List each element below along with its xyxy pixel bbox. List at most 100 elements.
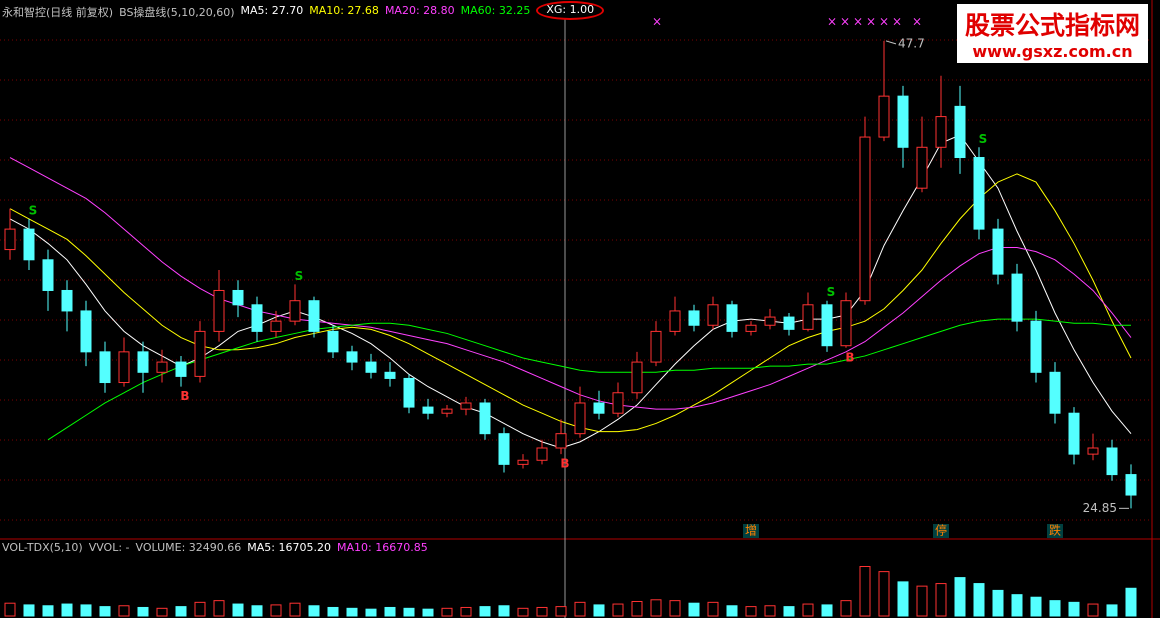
volume-bar — [346, 607, 358, 617]
volume-bar — [232, 603, 244, 617]
candle-body — [1049, 371, 1061, 414]
candle-body — [878, 95, 890, 138]
candle-body — [764, 316, 776, 326]
volume-bar — [118, 605, 130, 617]
candle-body — [327, 330, 339, 353]
volume-bar — [707, 601, 719, 617]
candle-body — [175, 361, 187, 377]
header-item: BS操盘线(5,10,20,60) — [119, 6, 235, 19]
candle-body — [156, 361, 168, 373]
candle-body — [954, 105, 966, 159]
ma-line — [9, 173, 1132, 433]
volume-bar — [688, 602, 700, 617]
xg-marker: × — [912, 15, 922, 29]
candle-body — [80, 310, 92, 353]
volume-bar — [1030, 596, 1042, 617]
candle-body — [4, 228, 16, 251]
volume-header: VOL-TDX(5,10) VVOL: - VOLUME: 32490.66 MA5:… — [2, 541, 428, 554]
volume-bar — [878, 571, 890, 617]
volume-bar — [593, 604, 605, 617]
candle-body — [23, 228, 35, 261]
volume-bar — [1125, 587, 1137, 617]
ma-line — [47, 318, 1131, 441]
header-item: MA60: 32.25 — [460, 4, 531, 17]
candle-body — [1106, 447, 1118, 476]
volume-bar — [156, 607, 168, 617]
header-item: MA5: 16705.20 — [247, 541, 331, 554]
volume-bar — [954, 577, 966, 617]
candle-body — [707, 304, 719, 326]
max-price: 47.7 — [898, 36, 925, 50]
candle-body — [365, 361, 377, 373]
header-item: VVOL: - — [88, 541, 130, 554]
xg-marker: × — [827, 15, 837, 29]
header-item: XG: 1.00 — [536, 1, 605, 20]
signal-label: S — [827, 285, 836, 299]
signal-label: B — [845, 350, 854, 364]
candle-body — [251, 304, 263, 332]
header-item: 永和智控(日线 前复权) — [2, 6, 114, 19]
label-bg — [1047, 524, 1063, 538]
volume-bar — [574, 601, 586, 617]
candle-body — [555, 433, 567, 449]
volume-bar — [270, 604, 282, 617]
label-bg — [743, 524, 759, 538]
candle-body — [137, 351, 149, 373]
volume-bar — [137, 606, 149, 617]
candle-body — [897, 95, 909, 148]
volume-bar — [783, 606, 795, 617]
candle-body — [631, 361, 643, 394]
candle-body — [1125, 474, 1137, 496]
volume-bar — [859, 566, 871, 617]
volume-bar — [479, 606, 491, 617]
volume-bar — [175, 606, 187, 617]
volume-bar — [669, 600, 681, 617]
candle-body — [688, 310, 700, 326]
volume-bar — [403, 607, 415, 617]
candle-body — [1068, 412, 1080, 455]
candle-body — [669, 310, 681, 332]
volume-bar — [4, 602, 16, 617]
xg-marker: × — [866, 15, 876, 29]
volume-bar — [80, 604, 92, 617]
candle-body — [1011, 273, 1023, 322]
volume-bar — [42, 605, 54, 617]
volume-bar — [973, 583, 985, 617]
header-item: VOL-TDX(5,10) — [2, 541, 83, 554]
volume-bar — [992, 589, 1004, 617]
volume-bar — [821, 604, 833, 617]
candle-body — [726, 304, 738, 332]
bottom-label: 停 — [935, 523, 947, 538]
candle-body — [213, 289, 225, 332]
xg-marker: × — [652, 15, 662, 29]
volume-bar — [365, 608, 377, 617]
xg-marker: × — [853, 15, 863, 29]
candle-body — [650, 330, 662, 363]
bottom-label: 跌 — [1049, 523, 1061, 538]
xg-marker: × — [840, 15, 850, 29]
volume-bar — [251, 605, 263, 617]
volume-bar — [802, 603, 814, 617]
candle-body — [1030, 320, 1042, 373]
volume-bar — [916, 585, 928, 617]
xg-marker: × — [892, 15, 902, 29]
candle-body — [460, 402, 472, 410]
volume-bar — [536, 606, 548, 617]
candle-body — [61, 289, 73, 312]
candle-body — [916, 146, 928, 189]
watermark: 股票公式指标网 www.gsxz.com.cn — [956, 4, 1148, 63]
volume-bar — [650, 599, 662, 617]
candle-body — [935, 116, 947, 148]
volume-bar — [612, 603, 624, 617]
header-item: VOLUME: 32490.66 — [135, 541, 242, 554]
candle-body — [517, 459, 529, 465]
signal-label: B — [560, 457, 569, 471]
volume-bar — [1011, 594, 1023, 617]
header-item: MA20: 28.80 — [384, 4, 455, 17]
candle-body — [441, 408, 453, 414]
candle-body — [992, 228, 1004, 275]
volume-bar — [897, 581, 909, 617]
header-item: MA10: 27.68 — [309, 4, 379, 17]
